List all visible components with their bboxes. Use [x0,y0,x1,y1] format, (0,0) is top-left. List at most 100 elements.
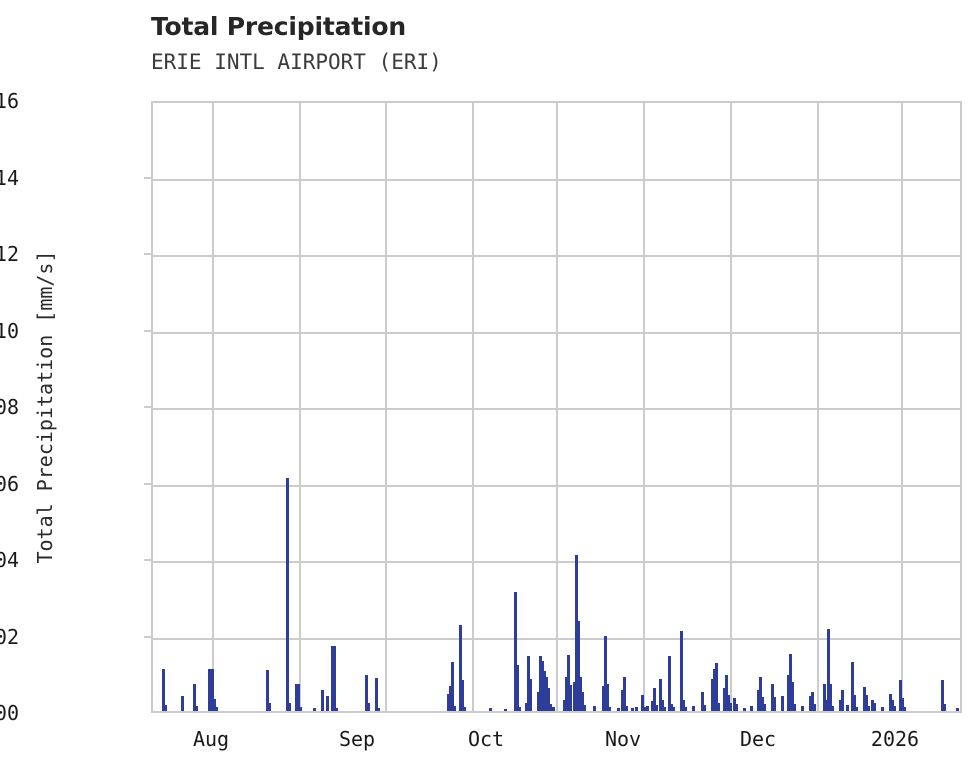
bar [333,645,336,711]
bar [449,686,452,711]
bar [331,645,334,711]
bar [606,684,609,711]
bar [781,695,784,711]
bar [725,674,728,711]
bar [717,703,720,711]
bar [549,704,552,711]
bar [565,676,568,711]
bar [297,684,300,711]
gridline-vertical [730,103,732,711]
bar [668,655,671,711]
bar [453,706,456,711]
bar [525,702,528,711]
bar [295,684,298,711]
y-axis-tick-mark [144,253,151,255]
bar [881,707,884,711]
bar [573,682,576,711]
bar [461,679,464,711]
bar [321,689,324,711]
y-axis-tick-mark [144,406,151,408]
bar [447,693,450,711]
x-axis-tick-label: Sep [338,727,376,751]
bar [641,694,644,711]
bar [743,707,746,711]
y-axis-tick-mark [144,176,151,179]
y-axis-tick-mark [144,559,151,561]
bar [891,699,894,711]
bar [164,705,167,711]
bar [813,704,816,711]
bar [646,706,649,711]
bar [266,669,269,711]
bar [871,699,874,711]
y-axis-tick-mark [144,329,151,332]
bar [569,685,572,711]
bar [801,706,804,711]
bar [211,668,214,711]
bar [839,699,842,711]
bar [617,707,620,711]
y-axis-tick-label: 0.014 [0,165,19,190]
bar [846,705,849,711]
bar [489,707,492,711]
bar [288,702,291,711]
bar [643,707,646,711]
bar [367,703,370,711]
bar [518,707,521,711]
bar [711,678,714,711]
bar [771,684,774,711]
bar [893,706,896,711]
bar-series [153,103,960,711]
bar [268,703,271,711]
y-axis-tick-label: 0.010 [0,318,19,343]
bar [865,694,868,711]
bar [516,665,519,711]
bar [661,699,664,711]
bar [701,691,704,711]
bar [956,707,959,711]
bar [193,684,196,711]
bar [727,694,730,711]
bar [651,701,654,711]
y-axis-label: Total Precipitation [mm/s] [33,250,57,564]
gridline-vertical [817,103,819,711]
bar [889,693,892,711]
x-axis-tick-label: 2026 [870,727,920,751]
bar [941,679,944,711]
gridline-vertical [643,103,645,711]
bar [827,628,830,711]
bar [682,700,685,711]
bar [375,678,378,711]
bar [793,704,796,711]
bar [621,689,624,711]
bar [791,682,794,711]
bar [684,707,687,711]
bar [663,707,666,711]
bar [735,704,738,711]
bar [162,668,165,711]
gridline-vertical [901,103,903,711]
bar [547,688,550,711]
bar [655,704,658,711]
bar [715,663,718,711]
chart-subtitle: ERIE INTL AIRPORT (ERI) [151,50,442,74]
bar [692,706,695,711]
bar [195,706,198,711]
bar [602,686,605,711]
y-axis-tick-label: 0.006 [0,471,19,496]
bar [563,699,566,711]
bar [841,689,844,711]
bar [723,688,726,711]
bar [825,699,828,711]
bar [463,707,466,711]
x-axis-tick-label: Nov [604,727,642,751]
bar [901,697,904,711]
bar [787,674,790,711]
y-axis-tick-label: 0.004 [0,548,19,572]
bar [326,695,329,711]
bar [213,698,216,711]
bar [851,662,854,711]
bar [773,697,776,711]
y-axis-tick-mark [144,482,151,485]
